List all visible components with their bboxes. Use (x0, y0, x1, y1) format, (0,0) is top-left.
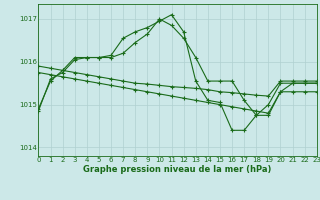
X-axis label: Graphe pression niveau de la mer (hPa): Graphe pression niveau de la mer (hPa) (84, 165, 272, 174)
